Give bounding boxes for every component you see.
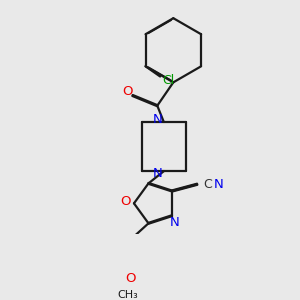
Text: N: N (152, 167, 162, 180)
Text: N: N (213, 178, 223, 191)
Text: N: N (152, 113, 162, 126)
Text: N: N (170, 217, 180, 230)
Text: C: C (204, 178, 212, 191)
Text: Cl: Cl (162, 74, 174, 86)
Text: O: O (121, 195, 131, 208)
Text: O: O (122, 85, 133, 98)
Text: O: O (125, 272, 136, 285)
Text: CH₃: CH₃ (117, 290, 138, 300)
